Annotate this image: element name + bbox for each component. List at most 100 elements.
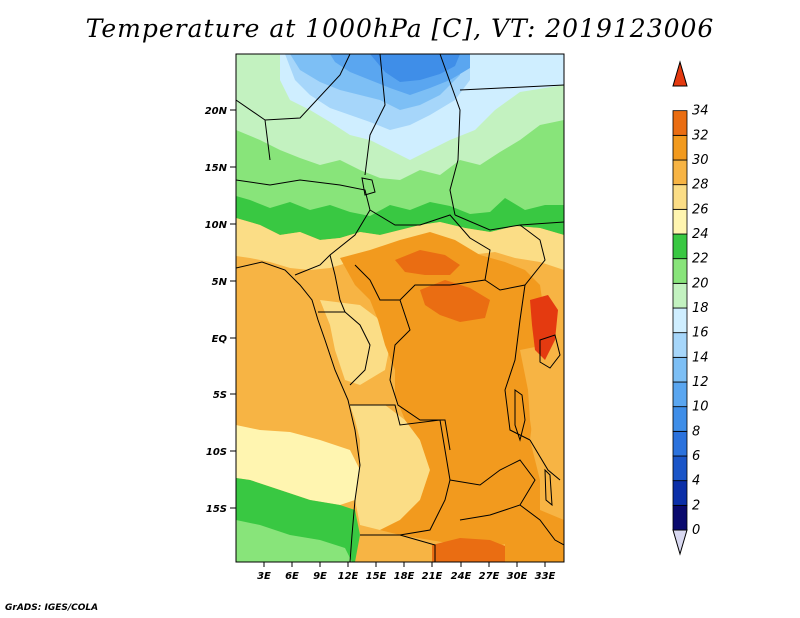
- field-red-32-south: [432, 538, 510, 562]
- lat-label: EQ: [212, 334, 228, 345]
- field-angola-24: [350, 405, 430, 530]
- lat-label: 10S: [206, 447, 227, 458]
- temperature-field: [236, 54, 564, 562]
- field-atlantic-26: [236, 262, 360, 450]
- colorbar-label: 4: [692, 474, 700, 489]
- lon-label: 9E: [313, 571, 327, 582]
- border-drc-north: [389, 299, 451, 451]
- colorbar-label: 12: [692, 375, 709, 390]
- border-sea-coast: [236, 261, 361, 562]
- lat-label: 5S: [213, 390, 227, 401]
- border-ethiopia: [519, 221, 564, 226]
- colorbar-segment: [672, 480, 688, 506]
- lat-label: 15S: [206, 504, 227, 515]
- field-orange-30-se: [505, 510, 564, 562]
- colorbar-segment: [672, 381, 688, 408]
- border-egypt-sudan: [459, 84, 564, 91]
- border-cameroon: [329, 254, 346, 313]
- colorbar-label: 14: [692, 350, 709, 365]
- colorbar-label: 0: [692, 523, 700, 538]
- lake-tanganyika: [514, 389, 526, 442]
- colorbar-segment: [672, 258, 688, 284]
- border-nigeria: [236, 179, 371, 276]
- colorbar-label: 18: [692, 301, 709, 316]
- lon-label: 24E: [451, 571, 472, 582]
- colorbar-segment: [672, 282, 688, 309]
- colorbar-label: 28: [692, 178, 709, 193]
- field-east-28: [520, 345, 564, 470]
- lake-victoria: [539, 334, 561, 369]
- colorbar-segment: [672, 208, 688, 235]
- longitude-axis: 3E 6E 9E 12E 15E 18E 21E 24E 27E 30E 33E: [257, 562, 556, 582]
- lake-malawi: [544, 468, 553, 507]
- border-namibia-botswana: [399, 534, 436, 562]
- field-red-34-lakes: [530, 295, 558, 360]
- border-drc-east: [504, 284, 531, 441]
- colorbar-label: 20: [692, 276, 709, 291]
- lon-label: 6E: [285, 571, 299, 582]
- field-coast-24: [320, 300, 390, 385]
- chart-title: Temperature at 1000hPa [C], VT: 20191230…: [85, 14, 715, 43]
- colorbar-segment: [672, 332, 688, 358]
- lat-label: 15N: [205, 163, 228, 174]
- colorbar-label: 24: [692, 227, 709, 242]
- field-blue-6: [370, 54, 460, 82]
- colorbar-label: 2: [692, 498, 700, 513]
- lon-label: 21E: [422, 571, 443, 582]
- field-orange-30: [340, 232, 545, 548]
- lake-chad: [361, 177, 376, 196]
- colorbar-high-arrow: [672, 60, 688, 87]
- field-sw-green-18: [236, 520, 352, 562]
- border-zambia: [449, 459, 536, 521]
- colorbar-label: 10: [692, 400, 709, 415]
- border-tanzania: [529, 439, 561, 481]
- colorbar-label: 6: [692, 449, 700, 464]
- field-red-32-center: [395, 250, 460, 275]
- credit-text: GrADS: IGES/COLA: [5, 603, 99, 613]
- lat-label: 10N: [205, 220, 228, 231]
- lat-label: 20N: [205, 106, 228, 117]
- colorbar-label: 26: [692, 202, 709, 217]
- lon-label: 15E: [366, 571, 387, 582]
- colorbar-label: 16: [692, 326, 709, 341]
- border-mozambique: [519, 504, 564, 546]
- lon-label: 30E: [507, 571, 528, 582]
- lon-label: 12E: [338, 571, 359, 582]
- lon-label: 33E: [535, 571, 556, 582]
- lon-label: 3E: [257, 571, 271, 582]
- colorbar-segment: [672, 307, 688, 334]
- colorbar-segment: [672, 406, 688, 432]
- colorbar-label: 22: [692, 252, 709, 267]
- colorbar-segment: [672, 110, 688, 136]
- border-libya-chad: [264, 54, 351, 121]
- colorbar-segment: [672, 455, 688, 482]
- field-yellow-22: [236, 425, 360, 505]
- border-angola: [350, 404, 451, 536]
- colorbar-segment: [672, 504, 688, 531]
- map-frame: [235, 53, 565, 563]
- colorbar-label: 8: [692, 424, 700, 439]
- border-south-sudan: [454, 214, 546, 291]
- colorbar-low-arrow: [672, 529, 688, 556]
- colorbar-segment: [672, 159, 688, 186]
- border-chad-sudan: [439, 54, 461, 216]
- border-algeria-niger: [236, 99, 271, 161]
- colorbar-segment: [672, 233, 688, 260]
- country-borders: [236, 54, 564, 562]
- colorbar-segment: [672, 356, 688, 383]
- lon-label: 27E: [479, 571, 500, 582]
- latitude-axis: 20N 15N 10N 5N EQ 5S 10S 15S: [205, 106, 236, 515]
- colorbar-label: 32: [692, 128, 709, 143]
- lat-label: 5N: [212, 277, 228, 288]
- border-niger-chad: [364, 54, 386, 176]
- field-red-32-north: [420, 280, 490, 322]
- colorbar-segment: [672, 184, 688, 210]
- border-gabon-congo: [318, 311, 371, 386]
- colorbar-segment: [672, 134, 688, 161]
- colorbar-label: 30: [692, 153, 709, 168]
- colorbar-segment: [672, 430, 688, 457]
- lon-label: 18E: [394, 571, 415, 582]
- colorbar-label: 34: [692, 104, 709, 119]
